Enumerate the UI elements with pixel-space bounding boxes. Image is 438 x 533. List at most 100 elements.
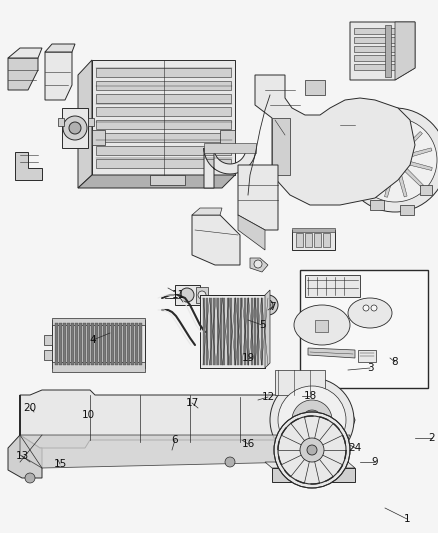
- Bar: [354, 28, 409, 34]
- Text: 11: 11: [171, 290, 185, 300]
- Bar: [354, 46, 409, 52]
- Circle shape: [371, 305, 377, 311]
- Bar: [96, 107, 231, 116]
- Circle shape: [300, 438, 324, 462]
- Bar: [240, 298, 242, 365]
- Polygon shape: [250, 258, 268, 272]
- Polygon shape: [196, 287, 208, 303]
- Polygon shape: [238, 215, 265, 250]
- Polygon shape: [44, 350, 52, 360]
- Bar: [71, 323, 74, 365]
- Polygon shape: [395, 123, 406, 150]
- Bar: [251, 298, 253, 365]
- Polygon shape: [238, 165, 278, 230]
- Text: 8: 8: [392, 357, 398, 367]
- Circle shape: [180, 288, 194, 302]
- Polygon shape: [92, 130, 105, 145]
- Polygon shape: [340, 118, 355, 132]
- Text: 10: 10: [81, 410, 95, 420]
- Bar: [370, 200, 384, 210]
- Polygon shape: [315, 320, 328, 332]
- Polygon shape: [292, 230, 335, 250]
- Ellipse shape: [294, 305, 350, 345]
- Polygon shape: [45, 52, 72, 100]
- Text: 2: 2: [429, 433, 435, 443]
- Circle shape: [198, 291, 206, 299]
- Circle shape: [263, 300, 273, 310]
- Bar: [111, 323, 113, 365]
- Bar: [354, 64, 409, 70]
- Bar: [88, 118, 94, 126]
- Bar: [200, 295, 265, 368]
- Circle shape: [343, 108, 438, 212]
- Polygon shape: [8, 395, 42, 478]
- Polygon shape: [204, 143, 256, 153]
- Bar: [96, 68, 231, 77]
- Circle shape: [254, 260, 262, 268]
- Circle shape: [292, 400, 332, 440]
- Text: 4: 4: [90, 335, 96, 345]
- Bar: [237, 298, 239, 365]
- Circle shape: [258, 295, 278, 315]
- Bar: [83, 323, 85, 365]
- Bar: [227, 298, 229, 365]
- Bar: [203, 298, 205, 365]
- Bar: [59, 323, 61, 365]
- Polygon shape: [396, 168, 407, 197]
- Polygon shape: [383, 123, 393, 151]
- Bar: [115, 323, 117, 365]
- Bar: [206, 298, 208, 365]
- Bar: [103, 323, 106, 365]
- Text: 9: 9: [372, 457, 378, 467]
- Text: 12: 12: [261, 392, 275, 402]
- Circle shape: [363, 305, 369, 311]
- Polygon shape: [265, 462, 355, 468]
- Polygon shape: [52, 362, 145, 372]
- Bar: [323, 233, 330, 247]
- Polygon shape: [367, 167, 390, 189]
- Polygon shape: [255, 75, 415, 205]
- Polygon shape: [275, 370, 325, 395]
- Circle shape: [25, 473, 35, 483]
- Bar: [296, 233, 303, 247]
- Polygon shape: [358, 150, 385, 160]
- Circle shape: [69, 122, 81, 134]
- Bar: [131, 323, 134, 365]
- Bar: [420, 185, 432, 195]
- Circle shape: [270, 378, 354, 462]
- Text: 6: 6: [172, 435, 178, 445]
- Circle shape: [307, 445, 317, 455]
- Bar: [314, 233, 321, 247]
- Bar: [123, 323, 126, 365]
- Polygon shape: [358, 161, 386, 172]
- Bar: [230, 298, 232, 365]
- Bar: [87, 323, 89, 365]
- Bar: [96, 159, 231, 168]
- Polygon shape: [62, 108, 88, 148]
- Text: 18: 18: [304, 391, 317, 401]
- Text: 7: 7: [268, 302, 276, 312]
- Bar: [261, 298, 263, 365]
- Polygon shape: [265, 290, 270, 368]
- Polygon shape: [78, 175, 235, 188]
- Bar: [99, 323, 102, 365]
- Bar: [58, 118, 64, 126]
- Bar: [217, 298, 219, 365]
- Text: 3: 3: [367, 363, 373, 373]
- Bar: [354, 55, 409, 61]
- Bar: [244, 298, 246, 365]
- Polygon shape: [272, 468, 355, 482]
- Bar: [55, 323, 57, 365]
- Bar: [135, 323, 138, 365]
- Polygon shape: [400, 132, 422, 154]
- Polygon shape: [350, 22, 415, 80]
- Polygon shape: [52, 320, 145, 368]
- Circle shape: [274, 412, 350, 488]
- Polygon shape: [404, 148, 432, 158]
- Bar: [75, 323, 78, 365]
- Circle shape: [63, 116, 87, 140]
- Bar: [91, 323, 93, 365]
- Bar: [358, 350, 376, 362]
- Bar: [96, 120, 231, 129]
- Text: 17: 17: [185, 398, 198, 408]
